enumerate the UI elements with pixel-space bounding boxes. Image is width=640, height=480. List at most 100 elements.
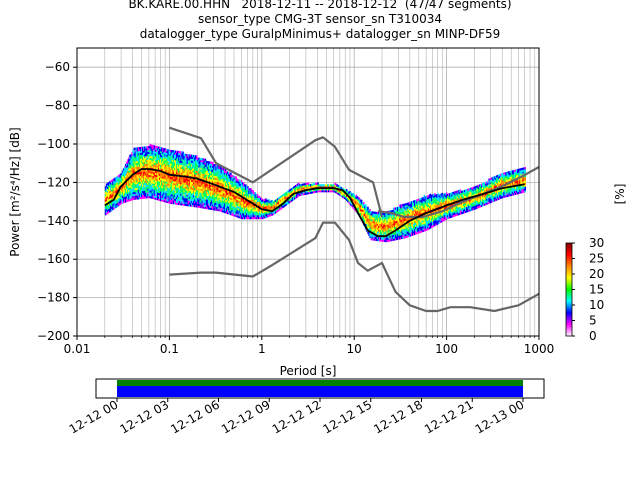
ppsd-density-cell (375, 217, 378, 220)
ppsd-density-cell (415, 201, 417, 204)
ppsd-density-cell (370, 234, 372, 237)
ppsd-density-cell (170, 161, 173, 164)
ppsd-density-cell (163, 165, 165, 168)
ppsd-density-cell (140, 148, 143, 151)
ppsd-density-cell (147, 172, 149, 176)
ppsd-density-cell (148, 172, 150, 176)
ppsd-density-cell (217, 166, 219, 169)
ppsd-density-cell (115, 176, 117, 180)
ppsd-density-cell (137, 162, 140, 165)
ppsd-density-cell (188, 158, 191, 161)
ppsd-density-cell (223, 193, 226, 196)
ppsd-density-cell (232, 194, 234, 197)
ppsd-density-cell (366, 225, 368, 228)
ppsd-density-cell (203, 191, 206, 194)
ppsd-density-cell (198, 180, 200, 183)
ppsd-density-cell (399, 219, 401, 223)
ppsd-density-cell (218, 182, 220, 185)
ppsd-density-cell (120, 173, 123, 176)
ppsd-density-cell (126, 194, 128, 197)
ppsd-density-cell (293, 185, 296, 188)
ppsd-density-cell (284, 198, 286, 201)
ppsd-density-cell (201, 165, 203, 169)
ppsd-density-cell (257, 215, 260, 218)
ppsd-density-cell (155, 182, 158, 185)
ppsd-density-cell (409, 230, 412, 233)
ppsd-density-cell (248, 209, 250, 212)
ppsd-density-cell (144, 146, 146, 149)
ppsd-density-cell (113, 187, 115, 191)
ppsd-density-cell (131, 198, 133, 201)
ppsd-density-cell (189, 167, 192, 171)
ppsd-density-cell (163, 169, 165, 172)
ppsd-density-cell (117, 204, 120, 207)
ppsd-density-cell (283, 193, 285, 196)
ppsd-density-cell (131, 178, 133, 182)
ppsd-density-cell (206, 161, 209, 164)
ppsd-density-cell (412, 200, 415, 203)
ppsd-density-cell (118, 180, 121, 183)
ppsd-density-cell (406, 235, 409, 238)
ppsd-density-cell (194, 185, 196, 189)
ppsd-density-cell (383, 231, 385, 235)
ppsd-density-cell (159, 196, 161, 199)
ppsd-density-cell (165, 154, 167, 157)
ppsd-density-cell (316, 184, 318, 187)
ppsd-density-cell (411, 227, 414, 230)
ppsd-density-cell (298, 192, 300, 195)
ppsd-density-cell (415, 224, 417, 227)
ppsd-density-cell (133, 155, 135, 158)
ppsd-density-cell (232, 186, 234, 190)
ppsd-density-cell (178, 197, 180, 200)
ppsd-density-cell (166, 160, 168, 163)
ppsd-density-cell (237, 200, 240, 203)
ppsd-density-cell (219, 176, 222, 179)
ppsd-density-cell (200, 204, 202, 207)
ppsd-density-cell (182, 182, 184, 185)
ppsd-density-cell (145, 152, 147, 155)
ppsd-density-cell (203, 173, 206, 177)
ppsd-density-cell (190, 185, 193, 188)
ppsd-density-cell (262, 213, 264, 216)
ppsd-density-cell (150, 159, 152, 163)
ppsd-density-cell (225, 186, 228, 189)
ppsd-density-cell (176, 171, 178, 175)
ppsd-density-cell (133, 163, 135, 166)
ppsd-density-cell (210, 194, 212, 197)
ppsd-density-cell (167, 160, 169, 163)
ppsd-density-cell (213, 164, 215, 167)
ppsd-density-cell (168, 166, 171, 170)
ppsd-density-cell (256, 193, 259, 197)
ppsd-density-cell (385, 224, 387, 227)
ppsd-density-cell (215, 175, 217, 179)
ppsd-density-cell (161, 174, 163, 177)
ppsd-density-cell (169, 186, 172, 189)
ppsd-density-cell (215, 170, 217, 173)
ppsd-density-cell (309, 191, 312, 194)
ppsd-density-cell (306, 192, 309, 195)
ppsd-density-cell (252, 193, 254, 197)
ppsd-density-cell (224, 203, 227, 206)
ppsd-density-cell (173, 198, 176, 201)
ppsd-density-cell (221, 206, 224, 209)
ppsd-density-cell (217, 191, 219, 194)
ppsd-density-cell (284, 194, 286, 197)
ppsd-density-cell (146, 186, 148, 189)
ppsd-density-cell (159, 181, 161, 184)
ppsd-density-cell (164, 194, 166, 197)
ppsd-density-cell (335, 189, 337, 192)
ppsd-density-cell (410, 210, 413, 214)
ppsd-density-cell (229, 180, 231, 183)
ppsd-density-cell (140, 169, 143, 173)
ppsd-density-cell (393, 209, 396, 212)
ppsd-density-cell (201, 169, 203, 172)
ppsd-density-cell (231, 186, 233, 189)
ppsd-density-cell (242, 193, 245, 197)
ppsd-density-cell (210, 180, 212, 183)
ppsd-density-cell (397, 206, 399, 210)
ppsd-density-cell (173, 152, 176, 155)
ppsd-density-cell (207, 203, 210, 206)
ppsd-density-cell (268, 214, 270, 217)
ppsd-density-cell (161, 166, 163, 169)
ppsd-density-cell (126, 199, 128, 203)
